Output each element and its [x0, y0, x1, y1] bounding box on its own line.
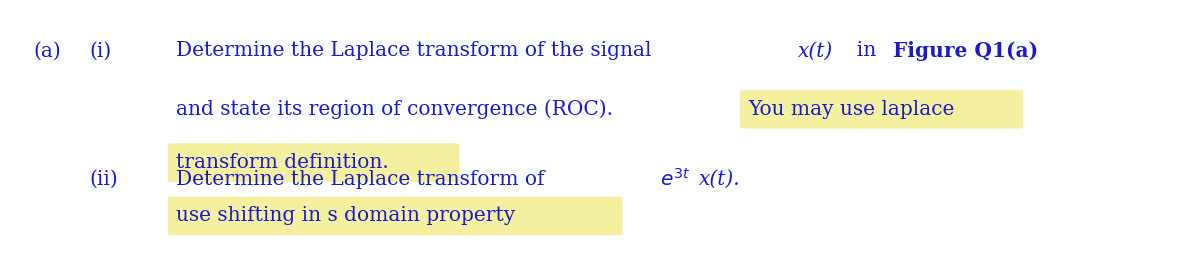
Text: $\mathit{e}^{3t}$: $\mathit{e}^{3t}$: [660, 168, 691, 190]
Text: transform definition.: transform definition.: [176, 153, 389, 172]
Text: (ii): (ii): [89, 170, 118, 188]
Text: Determine the Laplace transform of: Determine the Laplace transform of: [176, 170, 551, 188]
Text: in: in: [843, 41, 883, 60]
Text: (a): (a): [33, 41, 61, 60]
Text: You may use laplace: You may use laplace: [748, 100, 955, 119]
Text: and state its region of convergence (ROC).: and state its region of convergence (ROC…: [176, 99, 619, 119]
FancyBboxPatch shape: [168, 197, 623, 235]
FancyBboxPatch shape: [740, 90, 1023, 129]
Text: Figure Q1(a): Figure Q1(a): [893, 41, 1039, 61]
FancyBboxPatch shape: [168, 143, 460, 182]
Text: x(t).: x(t).: [699, 170, 741, 188]
Text: Determine the Laplace transform of the signal: Determine the Laplace transform of the s…: [176, 41, 659, 60]
Text: use shifting in s domain property: use shifting in s domain property: [176, 207, 516, 225]
Text: (i): (i): [89, 41, 112, 60]
Text: x(t): x(t): [798, 41, 834, 60]
